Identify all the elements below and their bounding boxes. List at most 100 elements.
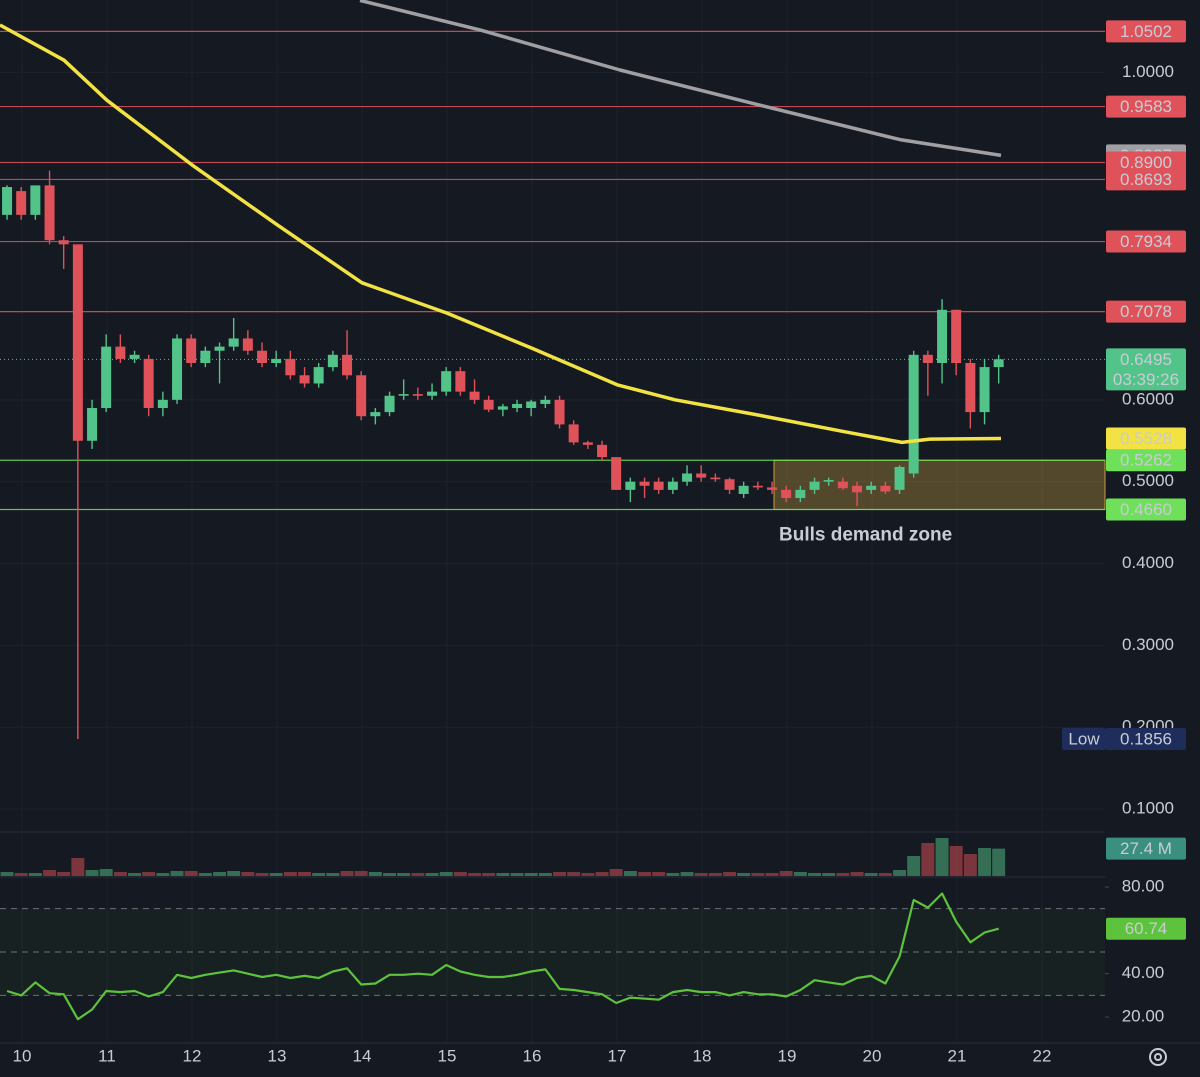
- volume-bar: [99, 869, 113, 876]
- volume-bar: [581, 873, 595, 876]
- moving-average: [0, 23, 1002, 445]
- volume-bar: [609, 869, 623, 876]
- volume-bar: [326, 873, 340, 876]
- candle-body: [398, 394, 409, 396]
- volume-bar: [85, 870, 99, 876]
- settings-icon[interactable]: [1149, 1048, 1167, 1066]
- candle-body: [639, 481, 650, 486]
- rsi-tag-label: 60.74: [1125, 919, 1168, 938]
- volume-bar: [822, 873, 836, 876]
- candle-body: [72, 244, 83, 441]
- price-tag-label: 0.1856: [1120, 730, 1172, 749]
- volume-bar: [893, 870, 907, 876]
- volume-tag-label: 27.4 M: [1120, 839, 1172, 858]
- candle-body: [823, 480, 834, 482]
- candle-body: [852, 485, 863, 493]
- y-tick-label: 0.5000: [1122, 471, 1174, 490]
- volume-bar: [949, 846, 963, 876]
- volume-bar: [751, 873, 765, 876]
- y-tick-label: 0.6000: [1122, 389, 1174, 408]
- volume-bar: [779, 871, 793, 876]
- price-tag: [1106, 449, 1186, 472]
- price-tag-label: 0.6495: [1120, 350, 1172, 369]
- candle-body: [441, 371, 452, 392]
- price-tag-side-label: Low: [1068, 730, 1100, 749]
- volume-bar: [496, 873, 510, 876]
- candle-body: [738, 485, 749, 494]
- candle-body: [512, 403, 523, 409]
- x-tick-label: 15: [438, 1046, 457, 1065]
- price-tag: [1106, 168, 1186, 191]
- volume-bar: [935, 838, 949, 876]
- candle-body: [611, 457, 622, 490]
- volume-bar: [808, 873, 822, 876]
- candle-body: [299, 375, 310, 384]
- candle-body: [412, 394, 423, 396]
- volume-bar: [482, 873, 496, 876]
- volume-bar: [425, 873, 439, 876]
- volume-bar: [312, 873, 326, 876]
- volume-bar: [439, 872, 453, 876]
- volume-bar: [184, 871, 198, 876]
- candle-body: [540, 399, 551, 404]
- main-layer: Bulls demand zone: [0, 0, 1106, 1021]
- x-tick-label: 11: [98, 1046, 116, 1065]
- price-tag-label: 0.7078: [1120, 302, 1172, 321]
- x-tick-label: 17: [608, 1046, 627, 1065]
- rsi-tag: [1106, 917, 1186, 940]
- volume-bar: [142, 872, 156, 876]
- x-tick-label: 22: [1033, 1046, 1052, 1065]
- volume-bar: [666, 873, 680, 876]
- candle-body: [781, 489, 792, 499]
- volume-bar: [468, 873, 482, 876]
- candle-body: [625, 481, 636, 490]
- volume-bar: [963, 854, 977, 876]
- candle-body: [597, 444, 608, 458]
- rsi-tick-label: 80.00: [1122, 876, 1165, 895]
- candle-body: [271, 358, 282, 364]
- price-tag: [1106, 427, 1186, 450]
- volume-bar: [57, 872, 71, 876]
- candle-body: [427, 391, 438, 396]
- candle-body: [228, 338, 239, 347]
- candle-body: [384, 395, 395, 413]
- candle-body: [313, 367, 324, 384]
- volume-bar: [553, 872, 567, 876]
- candle-body: [965, 363, 976, 413]
- candle-body: [696, 473, 707, 478]
- volume-bar: [453, 872, 467, 876]
- volume-bar: [907, 856, 921, 876]
- candle-body: [752, 485, 763, 488]
- candle-body: [837, 481, 848, 489]
- candle-body: [30, 185, 41, 215]
- candle-body: [242, 338, 253, 351]
- volume-bar: [213, 872, 227, 876]
- volume-bar: [723, 872, 737, 876]
- volume-bar: [354, 871, 368, 876]
- price-tag: [1106, 498, 1186, 521]
- countdown-label: 03:39:26: [1113, 370, 1179, 389]
- x-tick-label: 21: [948, 1046, 967, 1065]
- x-tick-label: 19: [778, 1046, 797, 1065]
- volume-bar: [227, 871, 241, 876]
- candle-body: [908, 354, 919, 474]
- volume-bar: [383, 873, 397, 876]
- price-tag-label: 0.5262: [1120, 451, 1172, 470]
- candle-body: [866, 485, 877, 490]
- price-tag-label: 0.9583: [1120, 97, 1172, 116]
- zone-label: Bulls demand zone: [779, 525, 952, 546]
- candle-body: [58, 240, 69, 245]
- candle-body: [979, 367, 990, 413]
- candle-body: [767, 487, 778, 490]
- volume-bar: [878, 873, 892, 876]
- candle-body: [200, 350, 211, 364]
- candle-body: [880, 485, 891, 492]
- price-tag-label: 1.0502: [1120, 22, 1172, 41]
- candle-body: [993, 359, 1004, 368]
- volume-bar: [283, 872, 297, 876]
- settings-icon-ring: [1149, 1048, 1167, 1066]
- volume-bar: [269, 873, 283, 876]
- candle-body: [172, 338, 183, 400]
- candle-body: [554, 399, 565, 425]
- candle-body: [497, 406, 508, 410]
